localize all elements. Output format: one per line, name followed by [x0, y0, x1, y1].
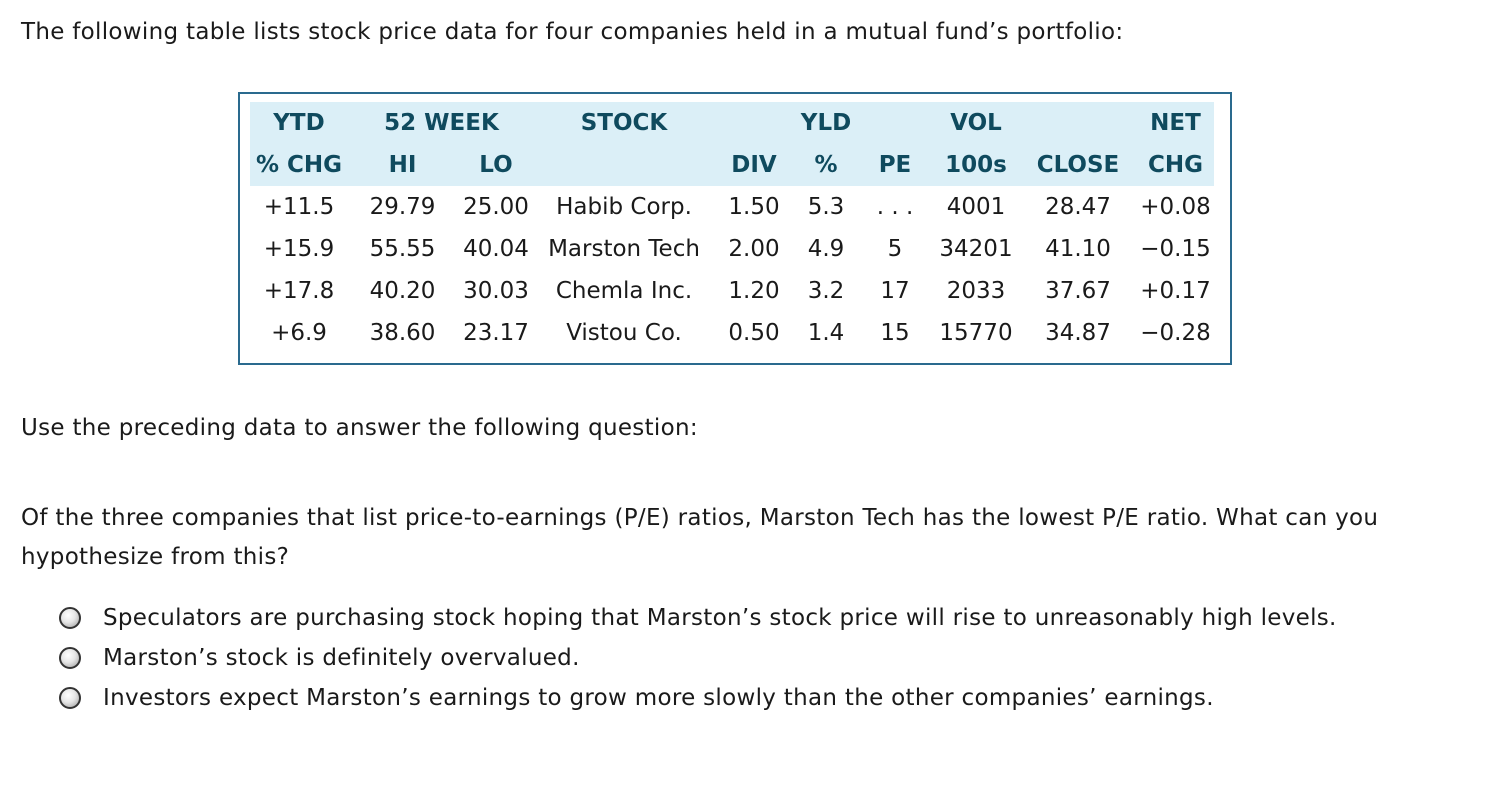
answer-option-1[interactable]: Speculators are purchasing stock hoping … — [59, 598, 1337, 638]
cell-lo: 40.04 — [463, 236, 529, 262]
header-close: CLOSE — [1019, 144, 1137, 186]
answer-option-2[interactable]: Marston’s stock is definitely overvalued… — [59, 638, 1337, 678]
header-net: NET — [1137, 102, 1214, 144]
header-div: DIV — [713, 144, 795, 186]
cell-ytd: +11.5 — [263, 194, 335, 220]
table-row: +11.5 29.79 25.00 Habib Corp. 1.50 5.3 .… — [250, 186, 1214, 228]
cell-stock: Habib Corp. — [556, 194, 692, 220]
cell-lo: 25.00 — [463, 194, 529, 220]
header-vol: VOL — [933, 102, 1019, 144]
header-stock: STOCK — [535, 102, 713, 144]
header-52-week: 52 WEEK — [348, 102, 535, 144]
cell-div: 1.50 — [728, 194, 780, 220]
table-row: +6.9 38.60 23.17 Vistou Co. 0.50 1.4 15 … — [250, 312, 1214, 354]
cell-stock: Chemla Inc. — [555, 278, 693, 304]
header-yld: YLD — [795, 102, 857, 144]
cell-ytd: +17.8 — [263, 278, 335, 304]
cell-pe: 15 — [880, 320, 910, 346]
cell-vol: 4001 — [946, 194, 1006, 220]
cell-lo: 23.17 — [463, 320, 529, 346]
cell-div: 1.20 — [728, 278, 780, 304]
cell-yld: 3.2 — [807, 278, 845, 304]
cell-close: 37.67 — [1045, 278, 1111, 304]
header-close-top — [1019, 102, 1137, 144]
table-row: +17.8 40.20 30.03 Chemla Inc. 1.20 3.2 1… — [250, 270, 1214, 312]
cell-net-chg: +0.08 — [1140, 194, 1211, 220]
cell-lo: 30.03 — [463, 278, 529, 304]
header-stock-bottom — [535, 144, 713, 186]
cell-net-chg: +0.17 — [1140, 278, 1211, 304]
cell-close: 28.47 — [1045, 194, 1111, 220]
answer-options: Speculators are purchasing stock hoping … — [59, 598, 1337, 718]
table-header-row-2: % CHG HI LO DIV % PE 100s CLOSE CHG — [250, 144, 1214, 186]
cell-yld: 4.9 — [807, 236, 845, 262]
stock-price-table: YTD 52 WEEK STOCK YLD VOL NET % CHG HI L… — [250, 102, 1214, 354]
cell-ytd: +6.9 — [271, 320, 327, 346]
header-pe: PE — [857, 144, 933, 186]
cell-net-chg: −0.28 — [1140, 320, 1211, 346]
option-label[interactable]: Speculators are purchasing stock hoping … — [103, 605, 1337, 631]
stock-table-container: YTD 52 WEEK STOCK YLD VOL NET % CHG HI L… — [238, 92, 1232, 365]
radio-button[interactable] — [59, 607, 81, 629]
option-label[interactable]: Investors expect Marston’s earnings to g… — [103, 685, 1214, 711]
cell-stock: Vistou Co. — [566, 320, 682, 346]
answer-option-3[interactable]: Investors expect Marston’s earnings to g… — [59, 678, 1337, 718]
cell-close: 41.10 — [1045, 236, 1111, 262]
header-pct: % — [795, 144, 857, 186]
cell-hi: 38.60 — [369, 320, 436, 346]
header-lo: LO — [457, 144, 535, 186]
intro-text: The following table lists stock price da… — [21, 19, 1124, 45]
radio-button[interactable] — [59, 647, 81, 669]
cell-vol: 34201 — [939, 236, 1013, 262]
header-pe-top — [857, 102, 933, 144]
cell-vol: 15770 — [939, 320, 1013, 346]
cell-pe: . . . — [876, 194, 914, 220]
cell-yld: 5.3 — [807, 194, 845, 220]
cell-pe: 5 — [887, 236, 903, 262]
table-row: +15.9 55.55 40.04 Marston Tech 2.00 4.9 … — [250, 228, 1214, 270]
header-hi: HI — [348, 144, 457, 186]
cell-stock: Marston Tech — [548, 236, 700, 262]
cell-vol: 2033 — [946, 278, 1006, 304]
question-text: Of the three companies that list price-t… — [21, 505, 1379, 570]
cell-hi: 29.79 — [369, 194, 436, 220]
cell-pe: 17 — [880, 278, 910, 304]
header-ytd: YTD — [250, 102, 348, 144]
cell-close: 34.87 — [1045, 320, 1111, 346]
cell-div: 2.00 — [728, 236, 780, 262]
header-100s: 100s — [933, 144, 1019, 186]
header-div-top — [713, 102, 795, 144]
cell-yld: 1.4 — [807, 320, 845, 346]
cell-hi: 40.20 — [369, 278, 436, 304]
header-chg: CHG — [1137, 144, 1214, 186]
cell-ytd: +15.9 — [263, 236, 335, 262]
option-label[interactable]: Marston’s stock is definitely overvalued… — [103, 645, 580, 671]
prompt-text: Use the preceding data to answer the fol… — [21, 415, 698, 441]
header-pct-chg: % CHG — [250, 144, 348, 186]
cell-hi: 55.55 — [369, 236, 436, 262]
table-header-row-1: YTD 52 WEEK STOCK YLD VOL NET — [250, 102, 1214, 144]
cell-net-chg: −0.15 — [1140, 236, 1211, 262]
radio-button[interactable] — [59, 687, 81, 709]
cell-div: 0.50 — [728, 320, 780, 346]
